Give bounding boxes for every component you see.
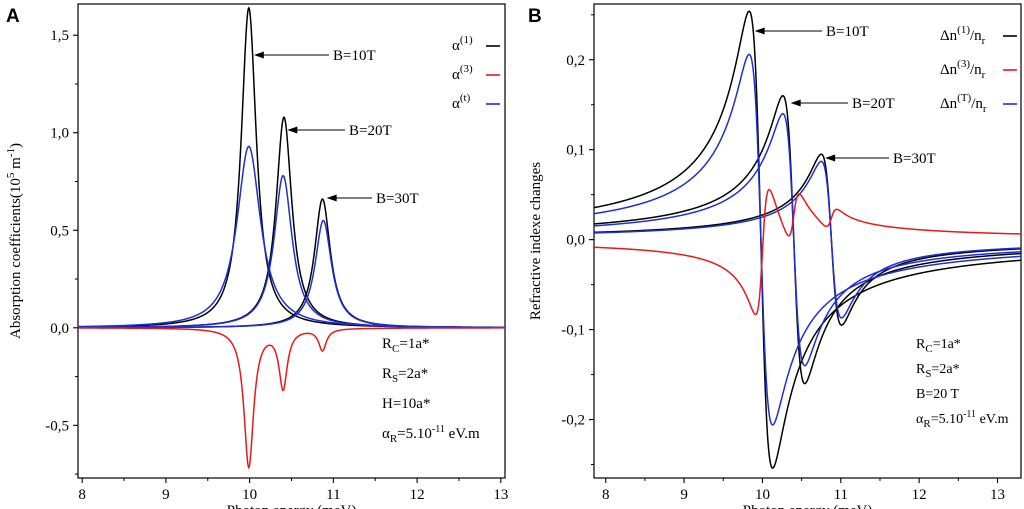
x-tick-label: 11 [326,487,340,503]
x-tick-label: 12 [410,487,425,503]
series-line-0 [594,10,1021,469]
x-axis-title: Photon energy (meV) [227,503,357,509]
annotation-label: B=20T [852,96,895,112]
annotation-arrow-head [326,194,337,202]
legend-label: α(t) [452,92,471,112]
parameter-text: H=10a* [382,396,430,412]
y-tick-label: 0,0 [566,233,585,249]
x-tick-label: 8 [78,487,86,503]
panel-letter: A [6,6,20,27]
legend-label: Δn(1)/nr [940,24,986,47]
annotation-label: B=30T [893,151,936,167]
series-line-2 [78,198,505,329]
y-tick-label: 0,1 [566,143,585,159]
series-line-5 [78,219,505,329]
legend-label: Δn(T)/nr [940,92,987,115]
y-tick-label: 0,2 [566,53,585,69]
y-tick-label: 0,5 [50,223,69,239]
series-line-6 [78,327,505,470]
annotation-label: B=20T [349,123,392,139]
annotation-arrow-head [790,99,801,107]
annotation-arrow-head [253,51,264,59]
panel-a: A 8 9 10 11 12 13 -0,5 0,0 0,5 1,0 1,5 Photon energy… [5,3,508,509]
annotation-arrow-head [287,126,298,134]
parameter-text: B=20 T [916,387,959,402]
y-tick-label: -0,2 [561,413,585,429]
annotation-arrow-head [825,154,836,162]
y-tick-label: -0,5 [45,418,69,434]
series-line-1 [594,94,1021,385]
series-line-6 [594,188,1021,316]
series-line-3 [594,53,1021,426]
series-line-2 [594,153,1021,326]
annotation-label: B=10T [826,24,869,40]
y-axis-title: Refractive indexe changes [528,162,544,320]
series-line-1 [78,116,505,329]
parameter-text: RS=2a* [382,366,428,385]
x-tick-label: 9 [680,487,688,503]
x-tick-label: 11 [834,487,848,503]
y-axis-title: Absorption coefficients(105 m-1) [5,143,24,339]
series-line-0 [78,6,505,329]
legend-label: α(1) [452,34,473,54]
panel-letter: B [528,6,542,27]
annotation-arrow-head [754,27,765,35]
parameter-text: RC=1a* [916,337,961,355]
y-tick-label: -0,1 [561,323,585,339]
plot-frame [77,3,506,479]
panel-b: B 8 9 10 11 12 13 -0,2 -0,1 0,0 0,1 0,2 Photon energ… [528,3,1022,509]
x-tick-label: 10 [242,487,257,503]
x-tick-label: 8 [602,487,610,503]
legend-label: Δn(3)/nr [940,58,986,81]
y-tick-label: 0,0 [50,321,69,337]
x-tick-label: 12 [912,487,927,503]
x-axis-title: Photon energy (meV) [743,503,873,509]
series-line-4 [594,112,1021,367]
plot-frame [593,3,1022,479]
x-tick-label: 9 [162,487,170,503]
x-tick-label: 10 [755,487,770,503]
parameter-text: αR=5.10-11 eV.m [382,424,480,445]
series-line-5 [594,160,1021,319]
parameter-text: αR=5.10-11 eV.m [916,409,1009,430]
y-tick-label: 1,5 [50,28,69,44]
x-tick-label: 13 [493,487,508,503]
annotation-label: B=10T [333,48,376,64]
parameter-text: RC=1a* [382,336,429,355]
legend-label: α(3) [452,63,473,83]
x-tick-label: 13 [990,487,1005,503]
parameter-text: RS=2a* [916,362,960,380]
annotation-label: B=30T [376,191,419,207]
y-tick-label: 1,0 [50,126,69,142]
